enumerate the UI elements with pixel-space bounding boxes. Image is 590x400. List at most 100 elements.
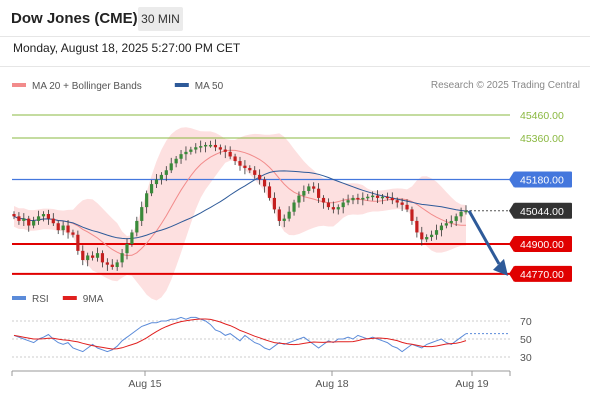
- candle-body-89: [449, 220, 453, 224]
- candle-body-6: [41, 214, 46, 217]
- candle-body-5: [36, 216, 41, 221]
- forecast-arrow-shaft: [467, 210, 501, 265]
- rsi-panel: 70 50 30: [12, 316, 532, 364]
- legend-swatch-0: [12, 83, 26, 87]
- candle-body-85: [430, 234, 434, 238]
- candle-body-46: [238, 161, 242, 166]
- candle-body-44: [228, 151, 232, 157]
- candle-body-45: [233, 156, 237, 162]
- rsi-line: [13, 316, 467, 353]
- rsi-tick-2: 30: [520, 352, 532, 364]
- x-tick-label-1: Aug 18: [315, 378, 348, 390]
- legend-label-1: MA 50: [195, 81, 224, 92]
- candle-body-51: [262, 179, 267, 187]
- level-label-0: 45460.00: [520, 110, 564, 122]
- candle-body-32: [169, 163, 173, 171]
- price-levels: [12, 114, 510, 275]
- candle-body-81: [410, 209, 414, 221]
- candle-body-39: [204, 144, 208, 147]
- rsi-tick-1: 50: [520, 334, 532, 346]
- candle-body-69: [351, 197, 355, 201]
- rsi-ma-line: [13, 318, 467, 350]
- candle-body-82: [415, 220, 419, 233]
- candle-body-15: [86, 255, 90, 261]
- candle-body-50: [258, 174, 262, 180]
- legend-swatch-1: [174, 83, 189, 87]
- candle-body-83: [420, 232, 424, 240]
- candle-body-18: [100, 253, 105, 263]
- candle-body-21: [115, 262, 119, 267]
- candle-body-16: [91, 255, 95, 258]
- divider: [0, 36, 590, 37]
- rsi-legend: RSI 9MA: [12, 294, 104, 305]
- candle-body-34: [179, 154, 183, 159]
- candle-body-1: [17, 216, 21, 221]
- candle-body-53: [272, 197, 276, 210]
- legend-label-1: 9MA: [83, 294, 104, 305]
- candle-body-43: [223, 149, 227, 152]
- candle-body-68: [346, 200, 350, 203]
- candle-body-8: [51, 218, 55, 224]
- candle-body-26: [140, 207, 144, 221]
- level-label-bg-5: [514, 265, 572, 282]
- candle-body-31: [164, 170, 168, 175]
- timeframe-button[interactable]: 30 MIN: [138, 7, 183, 31]
- candle-body-52: [267, 186, 272, 198]
- candle-body-60: [307, 186, 311, 191]
- candle-body-67: [341, 202, 345, 208]
- candle-body-20: [110, 264, 114, 267]
- level-label-3: 45044.00: [520, 206, 564, 218]
- legend-swatch-1: [62, 296, 77, 300]
- candle-body-77: [390, 197, 394, 201]
- level-label-pointer-4: [509, 235, 514, 252]
- legend-label-0: MA 20 + Bollinger Bands: [32, 81, 142, 92]
- candle-body-22: [120, 253, 124, 263]
- ma50-line: [13, 170, 467, 240]
- candle-body-61: [312, 186, 316, 189]
- level-labels: 45460.00 45360.00 45180.00 45044.00 44900.00…: [509, 110, 572, 282]
- candle-body-87: [439, 225, 444, 231]
- x-axis: Aug 15 Aug 18 Aug 19: [11, 370, 511, 390]
- candle-body-88: [444, 223, 448, 226]
- candle-body-40: [208, 144, 213, 147]
- candle-body-10: [61, 225, 65, 231]
- candle-body-4: [32, 220, 36, 226]
- candle-body-49: [253, 170, 257, 175]
- level-label-1: 45360.00: [520, 133, 564, 145]
- instrument-title: Dow Jones (CME): [11, 10, 138, 27]
- candle-body-38: [199, 146, 203, 148]
- candle-body-13: [76, 234, 80, 251]
- candle-body-57: [292, 202, 296, 212]
- divider: [0, 66, 590, 67]
- candle-body-23: [125, 243, 129, 254]
- candle-body-56: [287, 211, 291, 219]
- candle-body-17: [95, 253, 100, 258]
- level-label-5: 44770.00: [520, 269, 564, 281]
- candle-body-35: [184, 151, 188, 155]
- candle-body-25: [135, 220, 139, 233]
- candle-body-55: [282, 218, 286, 221]
- candles: [12, 139, 468, 271]
- candle-body-7: [46, 214, 50, 219]
- candle-body-19: [105, 262, 109, 265]
- candle-body-27: [145, 193, 149, 208]
- level-label-bg-2: [514, 171, 572, 188]
- candle-body-65: [331, 207, 335, 210]
- candle-body-59: [302, 191, 306, 196]
- level-label-4: 44900.00: [520, 239, 564, 251]
- candle-body-41: [213, 144, 218, 148]
- candle-body-63: [321, 197, 326, 203]
- candle-body-58: [297, 195, 301, 203]
- candle-body-24: [130, 232, 134, 244]
- candle-body-36: [189, 149, 193, 152]
- candle-body-62: [317, 188, 321, 198]
- level-label-2: 45180.00: [520, 174, 564, 186]
- level-label-pointer-5: [509, 265, 514, 282]
- candle-body-0: [12, 214, 16, 217]
- x-tick-label-0: Aug 15: [128, 378, 161, 390]
- level-label-pointer-3: [509, 202, 514, 219]
- legend-label-0: RSI: [32, 294, 49, 305]
- level-label-bg-3: [514, 202, 572, 219]
- candle-body-37: [194, 147, 198, 150]
